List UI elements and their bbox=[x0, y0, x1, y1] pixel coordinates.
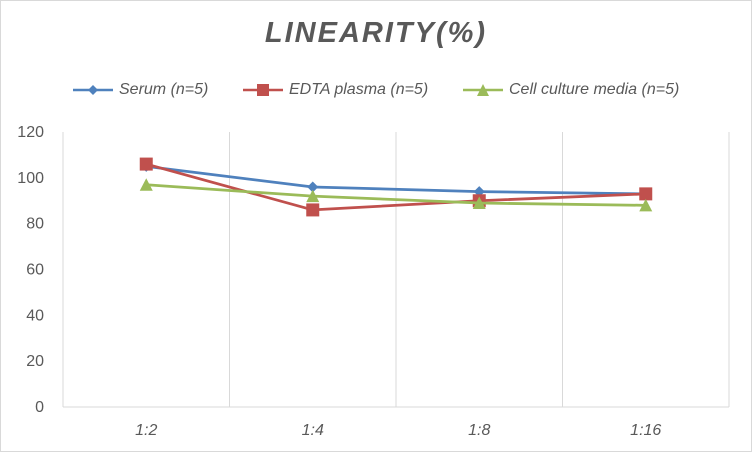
y-tick-label: 100 bbox=[17, 170, 44, 187]
chart-title: LINEARITY(%) bbox=[264, 17, 488, 49]
data-point-triangle bbox=[639, 198, 653, 212]
data-point-triangle bbox=[306, 189, 320, 203]
series-line-3 bbox=[144, 183, 648, 207]
legend-item-serum: Serum (n=5) bbox=[73, 79, 218, 103]
series-line-2 bbox=[144, 162, 648, 212]
legend-triangle-icon bbox=[463, 84, 503, 96]
legend-label-serum: Serum (n=5) bbox=[119, 81, 209, 98]
data-point-square bbox=[639, 187, 653, 201]
data-point-square bbox=[139, 157, 153, 171]
legend-label-edta-plasma: EDTA plasma (n=5) bbox=[289, 81, 429, 98]
legend-item-cell-culture-media: Cell culture media (n=5) bbox=[463, 79, 703, 103]
data-point-diamond bbox=[307, 181, 319, 193]
x-tick-label: 1:2 bbox=[135, 422, 157, 439]
legend-label-cell-culture-media: Cell culture media (n=5) bbox=[509, 81, 680, 98]
y-tick-label: 120 bbox=[17, 124, 44, 141]
series-line-1 bbox=[144, 165, 648, 196]
legend-square-icon bbox=[243, 84, 283, 96]
y-tick-label: 60 bbox=[26, 262, 44, 279]
y-tick-label: 80 bbox=[26, 216, 44, 233]
data-point-triangle bbox=[472, 196, 486, 210]
x-tick-label: 1:4 bbox=[302, 422, 324, 439]
x-tick-label: 1:8 bbox=[468, 422, 490, 439]
legend: Serum (n=5) EDTA plasma (n=5) Cell cultu… bbox=[1, 79, 751, 103]
y-tick-label: 20 bbox=[26, 353, 44, 370]
legend-diamond-icon bbox=[73, 85, 113, 95]
y-tick-label: 40 bbox=[26, 307, 44, 324]
data-point-square bbox=[306, 203, 320, 217]
legend-item-edta-plasma: EDTA plasma (n=5) bbox=[243, 79, 433, 103]
y-tick-label: 0 bbox=[35, 399, 44, 416]
data-point-triangle bbox=[139, 178, 153, 191]
x-tick-label: 1:16 bbox=[630, 422, 661, 439]
